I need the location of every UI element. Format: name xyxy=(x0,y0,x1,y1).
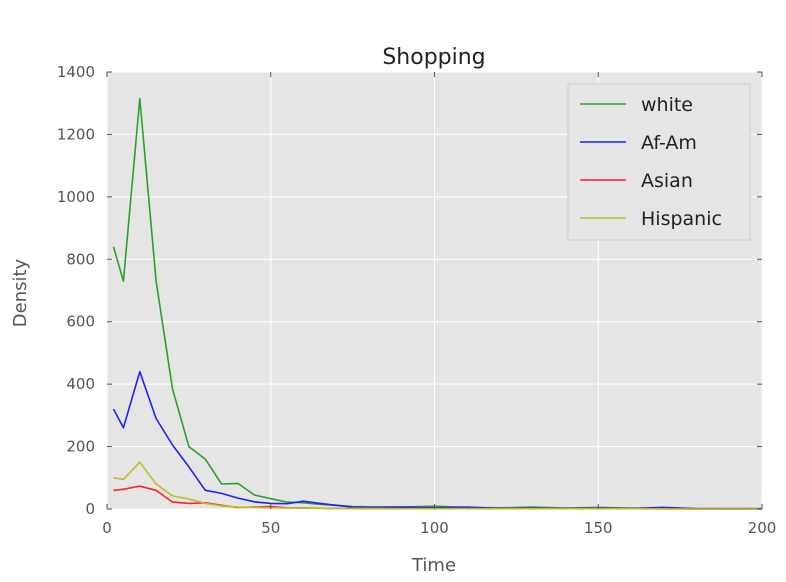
x-tick-label: 150 xyxy=(584,519,613,537)
y-tick-label: 1400 xyxy=(57,63,95,81)
y-tick-label: 1000 xyxy=(57,188,95,206)
y-tick-label: 1200 xyxy=(57,125,95,143)
x-tick-label: 100 xyxy=(420,519,449,537)
legend-label-asian: Asian xyxy=(641,170,693,192)
legend-label-hispanic: Hispanic xyxy=(641,208,722,230)
x-axis-label: Time xyxy=(411,555,456,576)
y-tick-label: 200 xyxy=(66,438,95,456)
y-tick-label: 400 xyxy=(66,375,95,393)
legend: white Af-Am Asian Hispanic xyxy=(567,83,751,241)
y-tick-label: 0 xyxy=(85,500,95,518)
legend-label-af-am: Af-Am xyxy=(641,132,697,154)
series-lines xyxy=(112,97,762,510)
x-tick-label: 0 xyxy=(102,519,112,537)
legend-box xyxy=(567,83,751,241)
legend-label-white: white xyxy=(641,94,693,116)
series-line-hispanic xyxy=(113,461,762,510)
y-tick-label: 600 xyxy=(66,313,95,331)
x-tick-label: 50 xyxy=(261,519,280,537)
x-tick-label: 200 xyxy=(748,519,777,537)
chart-title: Shopping xyxy=(382,45,485,70)
y-tick-label: 800 xyxy=(66,250,95,268)
y-axis-label: Density xyxy=(10,258,31,327)
axis-ticks: 0 50 100 150 200 0 200 400 600 800 1000 1200 1400 xyxy=(57,63,777,537)
